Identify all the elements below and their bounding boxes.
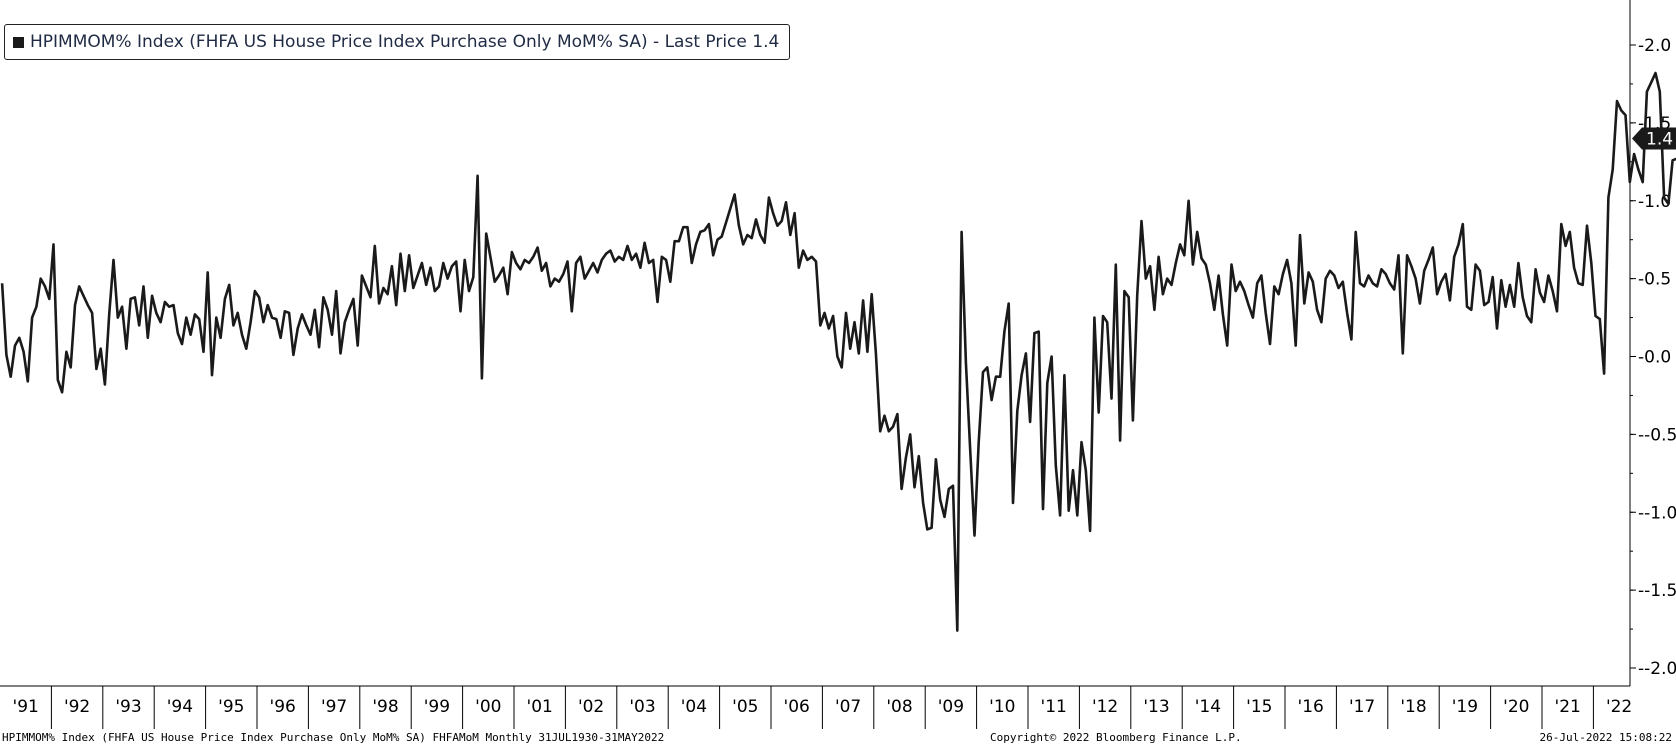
- y-tick-label: -0.5: [1638, 270, 1671, 290]
- x-tick-label: '05: [732, 697, 758, 717]
- x-tick-label: '21: [1555, 697, 1581, 717]
- x-tick-label: '14: [1195, 697, 1221, 717]
- x-tick-label: '18: [1400, 697, 1426, 717]
- x-tick-label: '02: [578, 697, 604, 717]
- x-tick-label: '04: [681, 697, 707, 717]
- footer-left: HPIMMOM% Index (FHFA US House Price Inde…: [2, 731, 665, 744]
- x-tick-label: '20: [1503, 697, 1529, 717]
- legend-swatch-icon: [13, 36, 24, 48]
- x-tick-label: '91: [13, 697, 39, 717]
- x-tick-label: '97: [321, 697, 347, 717]
- x-tick-label: '00: [475, 697, 501, 717]
- series-line-hpimmom: [0, 71, 1676, 632]
- y-tick-label: --1.5: [1638, 581, 1676, 601]
- last-price-label: 1.4: [1646, 129, 1673, 149]
- x-tick-label: '99: [424, 697, 450, 717]
- x-tick-label: '01: [527, 697, 553, 717]
- x-tick-label: '98: [372, 697, 398, 717]
- y-tick-label: --1.0: [1638, 503, 1676, 523]
- x-tick-label: '15: [1246, 697, 1272, 717]
- x-tick-label: '96: [270, 697, 296, 717]
- x-tick-label: '08: [886, 697, 912, 717]
- x-tick-label: '93: [115, 697, 141, 717]
- legend: HPIMMOM% Index (FHFA US House Price Inde…: [4, 24, 791, 60]
- x-tick-label: '07: [835, 697, 861, 717]
- x-tick-label: '94: [167, 697, 193, 717]
- x-tick-label: '09: [938, 697, 964, 717]
- legend-text: HPIMMOM% Index (FHFA US House Price Inde…: [30, 32, 780, 52]
- x-tick-label: '03: [629, 697, 655, 717]
- axes: -2.0-1.5-1.0-0.5-0.0--0.5--1.0--1.5--2.0…: [0, 0, 1676, 729]
- x-tick-label: '19: [1452, 697, 1478, 717]
- y-tick-label: --2.0: [1638, 659, 1676, 679]
- x-tick-label: '06: [784, 697, 810, 717]
- x-tick-label: '16: [1298, 697, 1324, 717]
- y-tick-label: --0.5: [1638, 425, 1676, 445]
- footer-timestamp: 26-Jul-2022 15:08:22: [1539, 731, 1672, 744]
- x-tick-label: '22: [1606, 697, 1632, 717]
- x-tick-label: '12: [1092, 697, 1118, 717]
- y-tick-label: -2.0: [1638, 36, 1671, 56]
- last-price-marker: [1632, 127, 1676, 150]
- x-tick-label: '13: [1143, 697, 1169, 717]
- x-tick-label: '92: [64, 697, 90, 717]
- y-tick-label: -0.0: [1638, 348, 1671, 368]
- x-tick-label: '17: [1349, 697, 1375, 717]
- x-tick-label: '10: [989, 697, 1015, 717]
- x-tick-label: '11: [1041, 697, 1067, 717]
- x-tick-label: '95: [218, 697, 244, 717]
- footer-copyright: Copyright© 2022 Bloomberg Finance L.P.: [990, 731, 1242, 744]
- series-layer: [0, 71, 1676, 632]
- last-price-marker-layer: 1.4: [1632, 127, 1676, 150]
